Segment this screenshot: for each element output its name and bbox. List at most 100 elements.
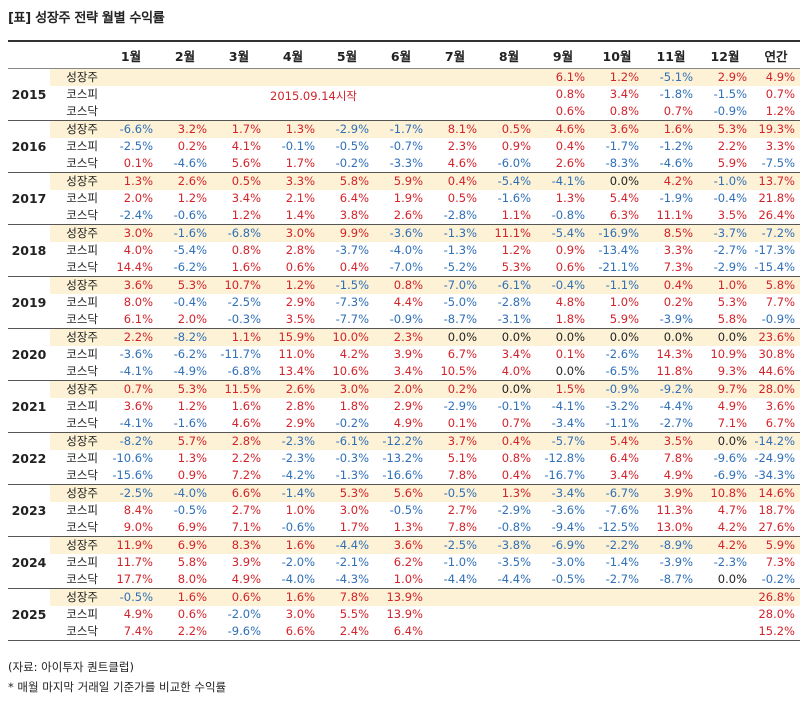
monthly-return-cell: -2.0% xyxy=(227,607,261,621)
monthly-return-cell: -6.9% xyxy=(536,536,590,554)
annual-return-cell: -14.2% xyxy=(752,432,800,450)
monthly-return-cell: 6.1% xyxy=(104,311,158,329)
monthly-return-cell: -5.7% xyxy=(536,432,590,450)
annual-return-cell: -15.4% xyxy=(752,259,800,277)
monthly-return-cell: 0.5% xyxy=(212,172,266,190)
monthly-return-cell: 5.1% xyxy=(447,451,477,465)
monthly-return-cell xyxy=(482,588,536,606)
annual-return-cell: 23.6% xyxy=(752,328,800,346)
monthly-return-cell xyxy=(482,103,536,121)
year-cell: 2023 xyxy=(8,484,50,537)
monthly-return-cell xyxy=(428,86,482,103)
series-label: 성장주 xyxy=(50,536,104,554)
monthly-return-cell: 10.5% xyxy=(428,363,482,381)
monthly-return-cell: -6.7% xyxy=(590,484,644,502)
monthly-return-cell: 4.7% xyxy=(717,503,747,517)
monthly-return-cell: 5.3% xyxy=(482,259,536,277)
monthly-return-cell: 0.1% xyxy=(428,415,482,433)
monthly-return-cell: 14.4% xyxy=(104,259,158,277)
monthly-return-cell: 2.8% xyxy=(285,243,315,257)
page-title: [표] 성장주 전략 월별 수익률 xyxy=(8,11,165,26)
monthly-return-cell: 2.3% xyxy=(374,328,428,346)
monthly-return-cell: 1.2% xyxy=(501,243,531,257)
monthly-return-cell: -2.2% xyxy=(590,536,644,554)
monthly-return-cell: 4.0% xyxy=(482,363,536,381)
monthly-return-cell xyxy=(482,606,536,623)
monthly-return-cell: 0.0% xyxy=(428,328,482,346)
series-label: 코스닥 xyxy=(50,623,104,641)
monthly-return-cell xyxy=(698,588,752,606)
monthly-return-cell: -0.5% xyxy=(389,503,423,517)
monthly-return-cell: 3.0% xyxy=(104,224,158,242)
year-cell: 2019 xyxy=(8,276,50,329)
monthly-return-cell xyxy=(428,103,482,121)
monthly-return-cell: 0.0% xyxy=(698,571,752,589)
monthly-return-cell: 5.3% xyxy=(698,120,752,138)
monthly-return-cell: 11.5% xyxy=(212,380,266,398)
monthly-return-cell: 2.2% xyxy=(231,451,261,465)
monthly-return-cell: -4.4% xyxy=(482,571,536,589)
monthly-return-cell: 7.3% xyxy=(644,259,698,277)
series-label: 성장주 xyxy=(50,224,104,242)
series-label: 코스닥 xyxy=(50,467,104,485)
table-row: 2021 성장주 0.7% 5.3% 11.5% 2.6% 3.0% 2.0% 0.2% 0.0%… xyxy=(8,380,800,433)
monthly-return-cell: -4.6% xyxy=(158,155,212,173)
monthly-return-cell: 0.0% xyxy=(590,328,644,346)
column-header: 연간 xyxy=(752,40,800,69)
monthly-return-cell: 0.8% xyxy=(374,276,428,294)
monthly-return-cell xyxy=(644,606,698,623)
annual-return-cell: 13.7% xyxy=(752,172,800,190)
column-header: 6월 xyxy=(374,40,428,69)
monthly-return-cell: 2.7% xyxy=(447,503,477,517)
annual-return-cell: 7.7% xyxy=(765,295,795,309)
series-label: 코스닥 xyxy=(50,519,104,537)
monthly-return-cell: 0.8% xyxy=(231,243,261,257)
monthly-return-cell: 4.9% xyxy=(644,467,698,485)
monthly-return-cell: -2.9% xyxy=(320,120,374,138)
series-label: 코스닥 xyxy=(50,103,104,121)
monthly-return-cell: -0.7% xyxy=(389,139,423,153)
year-cell: 2020 xyxy=(8,328,50,381)
monthly-return-cell: 5.8% xyxy=(177,555,207,569)
monthly-return-cell: 7.4% xyxy=(104,623,158,641)
monthly-return-cell: 0.4% xyxy=(482,432,536,450)
table-row: 코스피 -10.6% 1.3% 2.2% -2.3% -0.3% -13.2% 5.1% 0.8… xyxy=(8,450,800,467)
monthly-return-cell: 1.1% xyxy=(212,328,266,346)
monthly-return-cell: -3.8% xyxy=(482,536,536,554)
monthly-return-cell: 3.4% xyxy=(590,467,644,485)
series-label: 성장주 xyxy=(50,432,104,450)
monthly-return-cell: 0.4% xyxy=(428,172,482,190)
monthly-return-cell: -4.3% xyxy=(320,571,374,589)
monthly-return-cell: 0.8% xyxy=(555,87,585,101)
monthly-return-cell: 2.6% xyxy=(374,207,428,225)
monthly-return-cell: -7.7% xyxy=(320,311,374,329)
monthly-return-cell: -5.1% xyxy=(644,68,698,86)
monthly-return-cell: 0.6% xyxy=(212,588,266,606)
monthly-return-cell: 0.4% xyxy=(555,139,585,153)
column-header: 5월 xyxy=(320,40,374,69)
monthly-return-cell: -2.7% xyxy=(713,243,747,257)
monthly-return-cell: 11.1% xyxy=(482,224,536,242)
monthly-return-cell: -9.6% xyxy=(212,623,266,641)
monthly-return-cell: 6.4% xyxy=(374,623,428,641)
series-label: 성장주 xyxy=(50,484,104,502)
monthly-return-cell: 5.4% xyxy=(590,432,644,450)
table-row: 2020 성장주 2.2% -8.2% 1.1% 15.9% 10.0% 2.3% 0.0% 0.… xyxy=(8,328,800,381)
monthly-return-cell: 6.2% xyxy=(393,555,423,569)
monthly-return-cell: 11.0% xyxy=(278,347,315,361)
annual-return-cell: -0.2% xyxy=(752,571,800,589)
monthly-return-cell: 3.9% xyxy=(231,555,261,569)
year-cell: 2016 xyxy=(8,120,50,173)
monthly-return-cell: 2.3% xyxy=(447,139,477,153)
monthly-return-cell: 8.5% xyxy=(644,224,698,242)
monthly-return-cell: 2.8% xyxy=(212,432,266,450)
monthly-return-cell: -3.1% xyxy=(482,311,536,329)
monthly-return-cell: 1.6% xyxy=(158,588,212,606)
annual-return-cell: 44.6% xyxy=(752,363,800,381)
monthly-return-cell: -5.4% xyxy=(482,172,536,190)
monthly-return-cell: -1.4% xyxy=(605,555,639,569)
monthly-return-cell: -1.5% xyxy=(713,87,747,101)
monthly-return-cell: 2.9% xyxy=(698,68,752,86)
series-label: 코스닥 xyxy=(50,259,104,277)
monthly-return-cell: 0.4% xyxy=(482,467,536,485)
